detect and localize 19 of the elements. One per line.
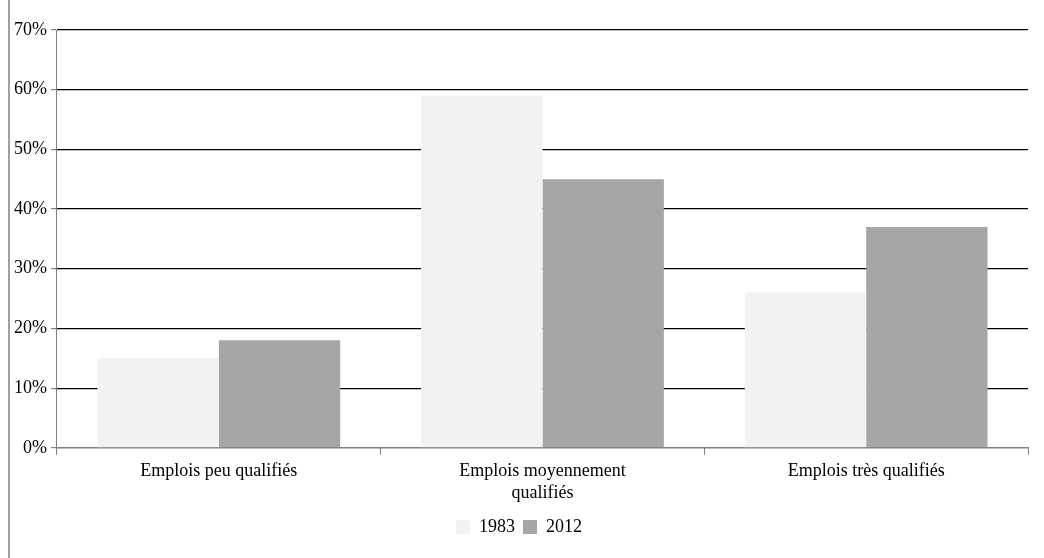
bar (542, 179, 664, 448)
x-tick-label: Emplois moyennement qualifiés (459, 460, 626, 502)
bar (218, 340, 341, 448)
y-tick-label: 10% (13, 376, 47, 397)
legend-label: 2012 (546, 515, 582, 536)
legend-label: 1983 (479, 515, 515, 536)
bar (866, 226, 988, 448)
bar (421, 95, 543, 448)
x-tick-label: Emplois très qualifiés (787, 460, 945, 481)
bar (744, 292, 867, 448)
y-tick-label: 60% (13, 78, 47, 99)
y-tick-label: 40% (13, 197, 47, 218)
y-tick-label: 70% (13, 18, 47, 39)
y-tick-label: 20% (13, 317, 47, 338)
bar (97, 358, 219, 448)
y-tick-label: 30% (13, 257, 47, 278)
x-tick-label: Emplois peu qualifiés (140, 460, 298, 481)
y-tick-label: 0% (22, 436, 47, 457)
y-tick-label: 50% (13, 138, 47, 159)
